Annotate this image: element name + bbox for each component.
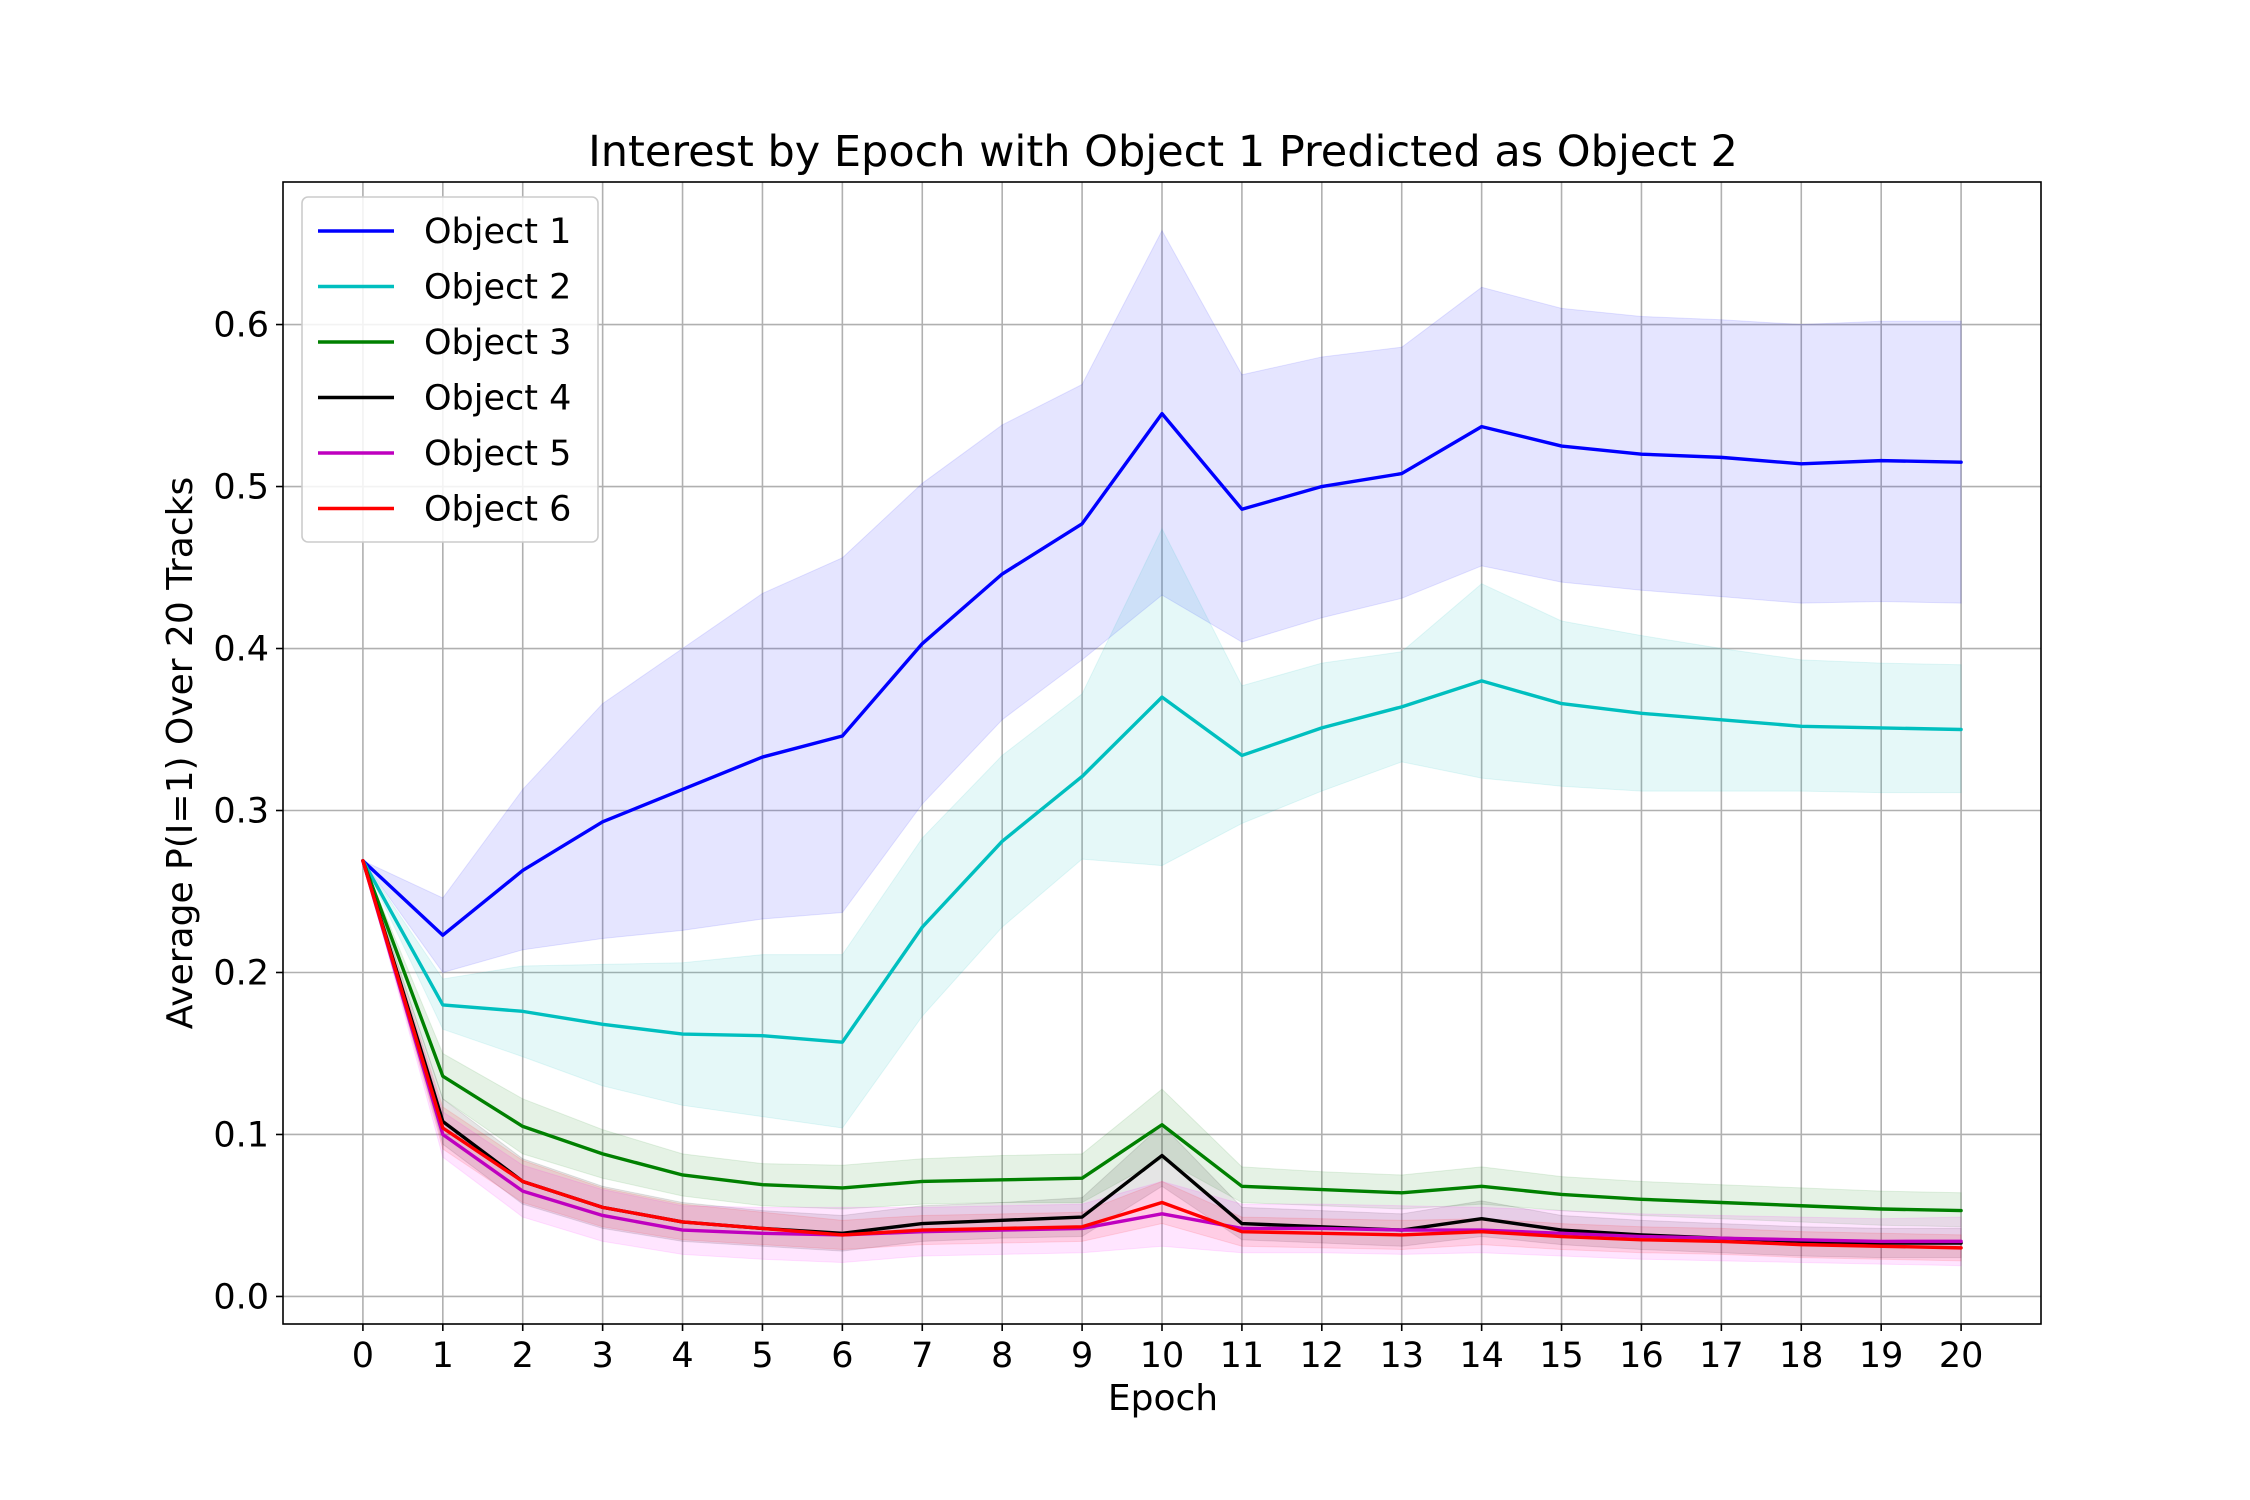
legend-label: Object 6	[424, 490, 571, 530]
y-tick-label: 0.4	[213, 630, 269, 670]
confidence-bands	[361, 229, 1962, 1267]
x-tick-label: 11	[1220, 1336, 1265, 1376]
x-axis: 0 1 2 3 4 5 6 7 8 9 10 11 12 13 14 15 16 17 18 19 20	[352, 1324, 1984, 1376]
x-tick-label: 15	[1539, 1336, 1584, 1376]
x-tick-label: 16	[1619, 1336, 1664, 1376]
y-tick-label: 0.6	[213, 306, 269, 346]
legend-label: Object 5	[424, 434, 571, 474]
chart-title: Interest by Epoch with Object 1 Predicte…	[588, 127, 1738, 177]
y-tick-label: 0.5	[213, 468, 269, 508]
line-object-3	[361, 859, 1963, 1213]
legend-box	[301, 196, 599, 543]
x-tick-label: 9	[1071, 1336, 1093, 1376]
legend-label: Object 4	[424, 379, 571, 419]
x-tick-label: 2	[512, 1336, 534, 1376]
x-tick-label: 18	[1779, 1336, 1824, 1376]
x-tick-label: 8	[991, 1336, 1013, 1376]
y-tick-label: 0.2	[213, 953, 269, 993]
y-tick-label: 0.0	[213, 1277, 269, 1317]
x-tick-label: 0	[352, 1336, 374, 1376]
x-tick-label: 17	[1699, 1336, 1744, 1376]
y-axis: 0.0 0.1 0.2 0.3 0.4 0.5 0.6	[213, 306, 283, 1317]
x-tick-label: 5	[751, 1336, 773, 1376]
x-tick-label: 13	[1379, 1336, 1424, 1376]
y-axis-label: Average P(I=1) Over 20 Tracks	[160, 477, 201, 1029]
x-tick-label: 12	[1300, 1336, 1345, 1376]
x-tick-label: 10	[1140, 1336, 1185, 1376]
x-tick-label: 4	[671, 1336, 693, 1376]
series-lines	[361, 411, 1963, 1250]
y-tick-label: 0.1	[213, 1115, 269, 1155]
x-tick-label: 19	[1859, 1336, 1904, 1376]
line-object-5	[361, 859, 1963, 1244]
line-object-6	[361, 859, 1963, 1250]
x-tick-label: 20	[1939, 1336, 1984, 1376]
x-tick-label: 14	[1459, 1336, 1504, 1376]
y-tick-label: 0.3	[213, 792, 269, 832]
legend-label: Object 2	[424, 268, 571, 308]
legend-label: Object 3	[424, 323, 571, 363]
x-axis-label: Epoch	[1108, 1378, 1218, 1419]
x-tick-label: 3	[591, 1336, 613, 1376]
line-object-1	[361, 411, 1963, 937]
legend-label: Object 1	[424, 212, 571, 252]
x-tick-label: 1	[432, 1336, 454, 1376]
x-tick-label: 7	[911, 1336, 933, 1376]
legend: Object 1 Object 2 Object 3 Object 4 Object 5…	[301, 196, 599, 543]
line-object-2	[361, 679, 1963, 1044]
x-tick-label: 6	[831, 1336, 853, 1376]
